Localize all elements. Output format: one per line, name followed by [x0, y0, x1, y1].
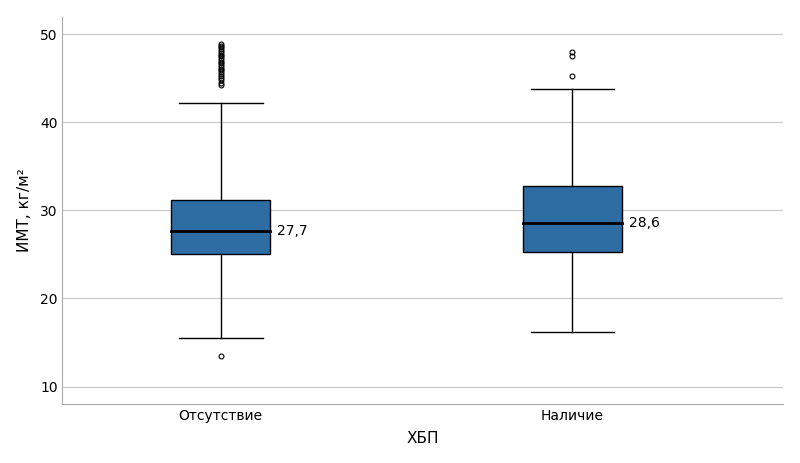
- Y-axis label: ИМТ, кг/м²: ИМТ, кг/м²: [17, 169, 32, 252]
- X-axis label: ХБП: ХБП: [406, 432, 439, 446]
- Text: 27,7: 27,7: [277, 224, 308, 238]
- Bar: [523, 186, 622, 252]
- Bar: [171, 200, 270, 254]
- Text: 28,6: 28,6: [629, 216, 659, 230]
